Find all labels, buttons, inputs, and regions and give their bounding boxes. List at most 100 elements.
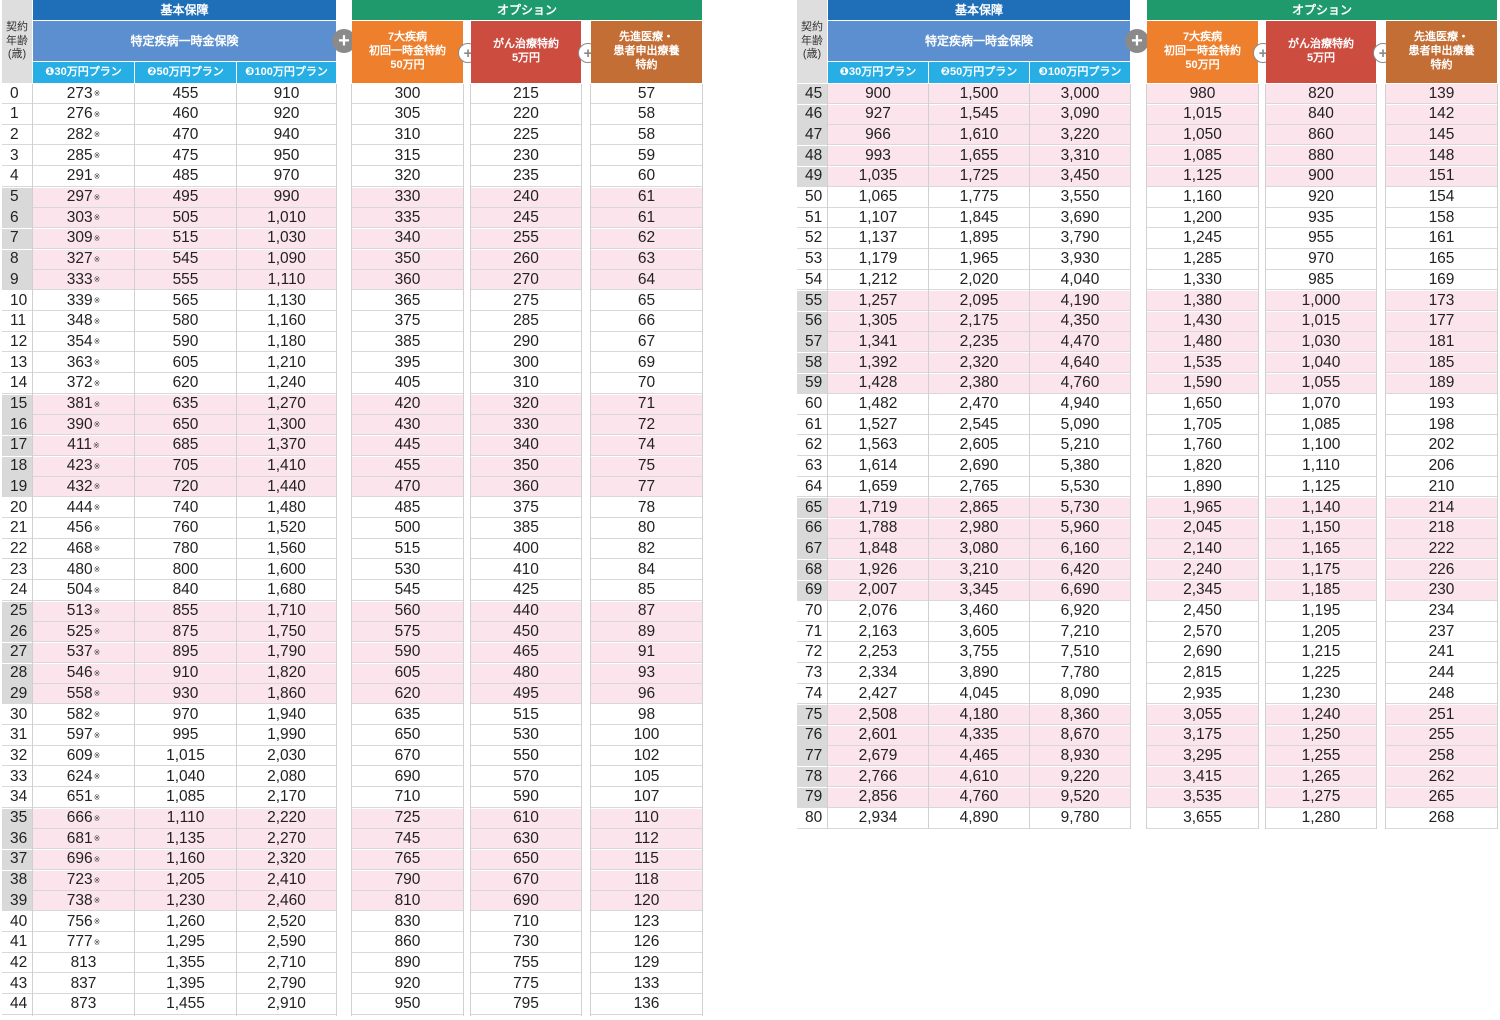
plan-50-premium: 685 xyxy=(135,435,236,456)
seven-disease-rider-premium: 1,330 xyxy=(1147,270,1258,291)
cancer-rider-premium: 425 xyxy=(471,581,581,601)
plan-50-premium: 1,110 xyxy=(135,808,236,829)
plan-100-premium: 3,000 xyxy=(1030,84,1130,104)
plan-100-premium: 1,990 xyxy=(237,726,336,746)
seven-disease-rider-premium: 530 xyxy=(352,560,463,581)
age-cell: 16 xyxy=(2,415,33,436)
advanced-medical-rider-premium: 123 xyxy=(591,912,702,932)
cancer-rider-premium: 630 xyxy=(471,829,581,850)
advanced-medical-rider-premium: 148 xyxy=(1386,146,1497,167)
seven-disease-rider-premium: 305 xyxy=(352,105,463,125)
plan-30-premium: 927 xyxy=(828,104,928,125)
seven-disease-rider-premium: 745 xyxy=(352,829,463,850)
footnote-mark: ※ xyxy=(93,275,101,285)
plan-100-header: ❸100万円プラン xyxy=(1030,62,1130,83)
advanced-medical-rider-premium: 118 xyxy=(591,870,702,891)
plan-100-premium: 2,460 xyxy=(237,891,336,912)
advanced-medical-rider-premium: 185 xyxy=(1386,353,1497,374)
footnote-mark: ※ xyxy=(93,151,101,161)
advanced-medical-rider-premium: 139 xyxy=(1386,84,1497,104)
cancer-rider-premium: 1,125 xyxy=(1266,477,1376,498)
age-cell: 35 xyxy=(2,808,33,829)
plan-30-premium: 537 ※ xyxy=(33,642,134,663)
seven-disease-rider-premium: 2,570 xyxy=(1147,622,1258,643)
plan-50-premium: 635 xyxy=(135,394,236,415)
age-cell: 74 xyxy=(797,684,828,705)
age-cell: 77 xyxy=(797,746,828,767)
advanced-medical-rider-premium: 158 xyxy=(1386,208,1497,229)
cancer-rider-premium: 300 xyxy=(471,353,581,374)
plan-30-premium: 1,614 xyxy=(828,457,928,477)
advanced-medical-rider-premium: 248 xyxy=(1386,684,1497,705)
cancer-rider-premium: 1,250 xyxy=(1266,725,1376,746)
seven-disease-rider-premium: 315 xyxy=(352,146,463,167)
plan-30-premium: 837 xyxy=(33,974,134,995)
plan-30-premium: 624 ※ xyxy=(33,767,134,788)
plan-30-premium: 2,766 xyxy=(828,767,928,788)
seven-disease-rider-premium: 2,240 xyxy=(1147,560,1258,581)
plan-30-premium: 1,659 xyxy=(828,477,928,498)
plan-50-premium: 3,755 xyxy=(929,643,1029,663)
seven-disease-rider-premium: 725 xyxy=(352,808,463,829)
cancer-rider-premium: 570 xyxy=(471,767,581,788)
plan-30-premium: 285 ※ xyxy=(33,146,134,167)
advanced-medical-rider-premium: 161 xyxy=(1386,229,1497,249)
plan-100-premium: 1,030 xyxy=(237,228,336,249)
seven-disease-rider-premium: 605 xyxy=(352,663,463,684)
cancer-rider-premium: 1,185 xyxy=(1266,580,1376,601)
footnote-mark: ※ xyxy=(93,358,101,368)
cancer-rider-premium: 730 xyxy=(471,933,581,953)
cancer-rider-premium: 255 xyxy=(471,228,581,249)
advanced-medical-rider-premium: 58 xyxy=(591,125,702,146)
footnote-mark: ※ xyxy=(93,378,101,388)
age-cell: 72 xyxy=(797,642,828,663)
plan-50-premium: 1,965 xyxy=(929,250,1029,270)
seven-disease-rider-premium: 330 xyxy=(352,187,463,208)
column-divider xyxy=(1146,84,1147,830)
footnote-mark: ※ xyxy=(93,171,101,181)
footnote-mark: ※ xyxy=(93,503,101,512)
footnote-mark: ※ xyxy=(93,420,101,430)
plan-100-premium: 2,710 xyxy=(237,953,336,974)
advanced-medical-rider-premium: 145 xyxy=(1386,125,1497,146)
cancer-rider-premium: 1,175 xyxy=(1266,560,1376,581)
plan-100-header: ❸100万円プラン xyxy=(237,62,336,83)
footnote-mark: ※ xyxy=(93,316,101,326)
seven-disease-rider-premium: 1,650 xyxy=(1147,395,1258,415)
cancer-rider-premium: 260 xyxy=(471,249,581,270)
plan-30-premium: 480 ※ xyxy=(33,560,134,581)
plan-30-header: ❶30万円プラン xyxy=(33,62,134,83)
seven-disease-rider-premium: 830 xyxy=(352,912,463,932)
plan-30-premium: 423 ※ xyxy=(33,456,134,477)
age-cell: 13 xyxy=(2,353,33,374)
footnote-mark: ※ xyxy=(93,792,101,802)
plan-100-premium: 8,090 xyxy=(1030,684,1130,705)
plan-50-premium: 3,210 xyxy=(929,560,1029,581)
seven-disease-rider-premium: 1,430 xyxy=(1147,311,1258,332)
plan-100-premium: 1,300 xyxy=(237,415,336,436)
plan-30-premium: 504 ※ xyxy=(33,581,134,601)
plan-100-premium: 1,680 xyxy=(237,581,336,601)
plan-50-premium: 1,655 xyxy=(929,146,1029,167)
plan-50-premium: 3,460 xyxy=(929,602,1029,622)
advanced-medical-rider-premium: 230 xyxy=(1386,580,1497,601)
plan-100-premium: 7,210 xyxy=(1030,622,1130,643)
cancer-rider-premium: 985 xyxy=(1266,270,1376,291)
footnote-mark: ※ xyxy=(93,399,101,409)
cancer-rider-premium: 1,265 xyxy=(1266,767,1376,788)
cancer-rider-premium: 690 xyxy=(471,891,581,912)
plan-50-premium: 2,470 xyxy=(929,395,1029,415)
plan-100-premium: 990 xyxy=(237,187,336,208)
advanced-medical-rider-premium: 202 xyxy=(1386,436,1497,456)
age-cell: 2 xyxy=(2,125,33,146)
plan-100-premium: 920 xyxy=(237,105,336,125)
advanced-medical-rider-header: 先進医療・ 患者申出療養 特約 xyxy=(1386,21,1497,83)
footnote-mark: ※ xyxy=(93,937,101,947)
advanced-medical-rider-premium: 237 xyxy=(1386,622,1497,643)
plan-50-premium: 1,135 xyxy=(135,829,236,850)
plan-100-premium: 3,450 xyxy=(1030,166,1130,187)
plan-30-premium: 900 xyxy=(828,84,928,104)
cancer-rider-premium: 270 xyxy=(471,270,581,291)
footnote-mark: ※ xyxy=(93,192,101,202)
cancer-rider-premium: 245 xyxy=(471,208,581,229)
